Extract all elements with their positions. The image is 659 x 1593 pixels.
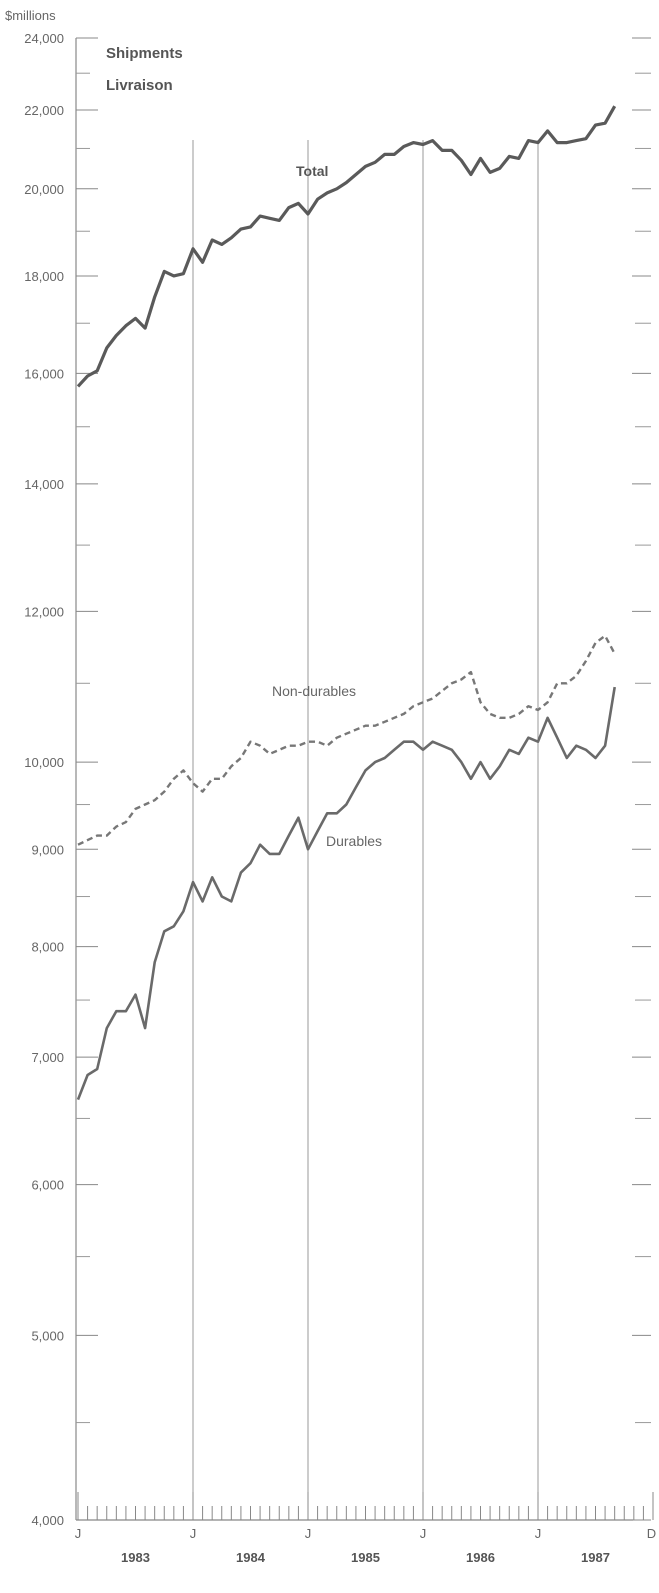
y-axis-unit-label: $millions bbox=[5, 8, 56, 23]
x-tick-label: J bbox=[75, 1526, 82, 1541]
chart-title: Shipments bbox=[106, 45, 183, 62]
series-label-non-durables: Non-durables bbox=[272, 683, 356, 699]
y-tick-labels: 4,000 5,000 6,000 7,000 8,000 9,000 10,000 12,0… bbox=[24, 31, 64, 1528]
y-tick-label: 12,000 bbox=[24, 604, 64, 619]
year-labels: 1983 1984 1985 1986 1987 bbox=[121, 1550, 610, 1565]
axes bbox=[75, 38, 633, 1521]
y-tick-label: 7,000 bbox=[31, 1050, 64, 1065]
series-label-durables: Durables bbox=[326, 833, 382, 849]
y-tick-label: 16,000 bbox=[24, 366, 64, 381]
year-label: 1983 bbox=[121, 1550, 150, 1565]
x-minor-ticks bbox=[77, 1492, 654, 1520]
y-tick-label: 10,000 bbox=[24, 755, 64, 770]
series-line-durables bbox=[76, 686, 616, 1101]
y-tick-label: 5,000 bbox=[31, 1328, 64, 1343]
y-tick-label: 20,000 bbox=[24, 182, 64, 197]
series-line-non-durables bbox=[77, 634, 616, 846]
vertical-gridlines bbox=[192, 140, 539, 1520]
year-label: 1986 bbox=[466, 1550, 495, 1565]
y-ticks bbox=[76, 37, 651, 1521]
y-tick-label: 14,000 bbox=[24, 477, 64, 492]
year-label: 1984 bbox=[236, 1550, 266, 1565]
x-tick-label: J bbox=[305, 1526, 312, 1541]
x-tick-label: J bbox=[420, 1526, 427, 1541]
chart-subtitle: Livraison bbox=[106, 77, 173, 94]
year-label: 1985 bbox=[351, 1550, 380, 1565]
year-label: 1987 bbox=[581, 1550, 610, 1565]
y-tick-label: 9,000 bbox=[31, 842, 64, 857]
y-tick-label: 4,000 bbox=[31, 1513, 64, 1528]
series-lines bbox=[76, 105, 617, 1101]
y-tick-label: 6,000 bbox=[31, 1178, 64, 1193]
series-label-total: Total bbox=[296, 163, 328, 179]
y-tick-label: 22,000 bbox=[24, 103, 64, 118]
y-tick-label: 18,000 bbox=[24, 269, 64, 284]
x-tick-label: J bbox=[190, 1526, 197, 1541]
y-tick-label: 24,000 bbox=[24, 31, 64, 46]
x-tick-label: D bbox=[647, 1526, 656, 1541]
x-tick-label: J bbox=[535, 1526, 542, 1541]
series-line-total bbox=[76, 105, 617, 388]
y-tick-label: 8,000 bbox=[31, 940, 64, 955]
